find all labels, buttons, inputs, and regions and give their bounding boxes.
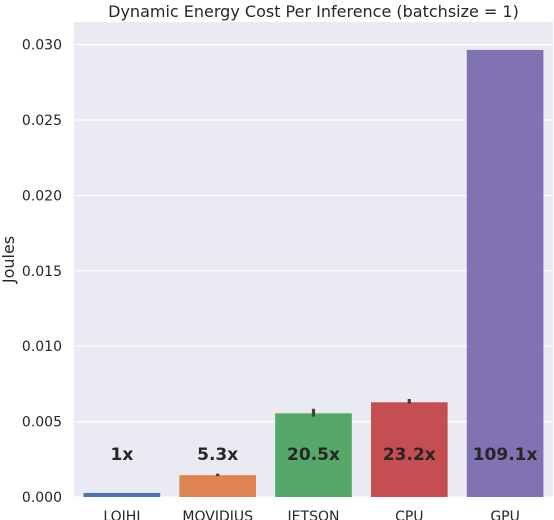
bar-annotation: 1x [111,445,134,465]
bar [466,49,544,498]
y-tick-label: 0.005 [22,415,62,431]
chart-title: Dynamic Energy Cost Per Inference (batch… [108,2,519,21]
x-tick-label: CPU [395,509,423,520]
bars [83,49,544,498]
y-tick-label: 0.025 [22,113,62,129]
y-tick-label: 0.010 [22,339,62,355]
bar [83,492,161,497]
bar-annotation: 20.5x [287,445,340,465]
bar-annotation: 23.2x [383,445,436,465]
y-axis-label: Joules [0,236,18,284]
y-tick-label: 0.020 [22,188,62,204]
y-tick-label: 0.000 [22,490,62,506]
bar [275,413,352,497]
bar [179,475,257,497]
x-tick-labels: LOIHI MOVIDIUS JETSON CPU GPU [103,509,520,520]
x-tick-label: LOIHI [103,509,140,520]
x-tick-label: GPU [490,509,520,520]
y-tick-label: 0.015 [22,264,62,280]
y-tick-label: 0.030 [22,38,62,54]
error-bars [216,398,411,477]
x-tick-label: MOVIDIUS [182,509,253,520]
bar-annotations: 1x 5.3x 20.5x 23.2x 109.1x [111,445,538,465]
bar [370,402,448,497]
x-tick-label: JETSON [287,509,340,520]
bar-annotation: 5.3x [197,445,238,465]
y-tick-labels: 0.000 0.005 0.010 0.015 0.020 0.025 0.030 [22,38,62,506]
bar-annotation: 109.1x [473,445,538,465]
